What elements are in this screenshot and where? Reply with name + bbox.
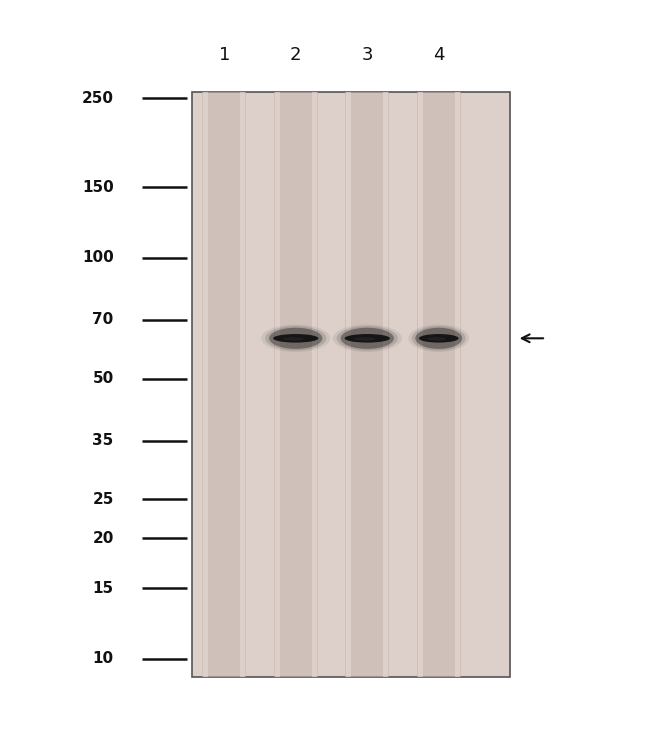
Bar <box>455 92 460 677</box>
Ellipse shape <box>408 324 469 352</box>
Ellipse shape <box>419 334 459 343</box>
Ellipse shape <box>337 326 398 351</box>
Bar <box>192 92 510 677</box>
Ellipse shape <box>265 326 326 351</box>
Bar <box>203 92 208 677</box>
Text: 3: 3 <box>361 46 373 64</box>
Bar <box>274 92 280 677</box>
Ellipse shape <box>344 334 390 343</box>
Text: 4: 4 <box>433 46 445 64</box>
Text: 35: 35 <box>92 433 114 448</box>
Bar <box>312 92 317 677</box>
Text: 70: 70 <box>92 313 114 327</box>
Ellipse shape <box>333 324 402 352</box>
Ellipse shape <box>354 337 375 340</box>
Bar <box>346 92 351 677</box>
Text: 1: 1 <box>218 46 230 64</box>
Bar <box>384 92 389 677</box>
Text: 15: 15 <box>92 580 114 596</box>
Text: 25: 25 <box>92 492 114 507</box>
Ellipse shape <box>427 337 446 340</box>
Bar <box>345 92 389 677</box>
Text: 150: 150 <box>82 180 114 195</box>
Text: 20: 20 <box>92 531 114 545</box>
Bar <box>417 92 461 677</box>
Ellipse shape <box>415 328 462 349</box>
Bar <box>240 92 246 677</box>
Text: 2: 2 <box>290 46 302 64</box>
Ellipse shape <box>261 324 330 352</box>
Ellipse shape <box>269 328 322 349</box>
Ellipse shape <box>273 334 318 343</box>
Text: 50: 50 <box>92 371 114 386</box>
Text: 100: 100 <box>82 250 114 266</box>
Text: 250: 250 <box>82 91 114 106</box>
Bar <box>417 92 422 677</box>
Bar <box>274 92 318 677</box>
Bar <box>202 92 246 677</box>
Text: 10: 10 <box>92 651 114 666</box>
Ellipse shape <box>282 337 304 340</box>
Ellipse shape <box>341 328 394 349</box>
Ellipse shape <box>412 326 465 351</box>
